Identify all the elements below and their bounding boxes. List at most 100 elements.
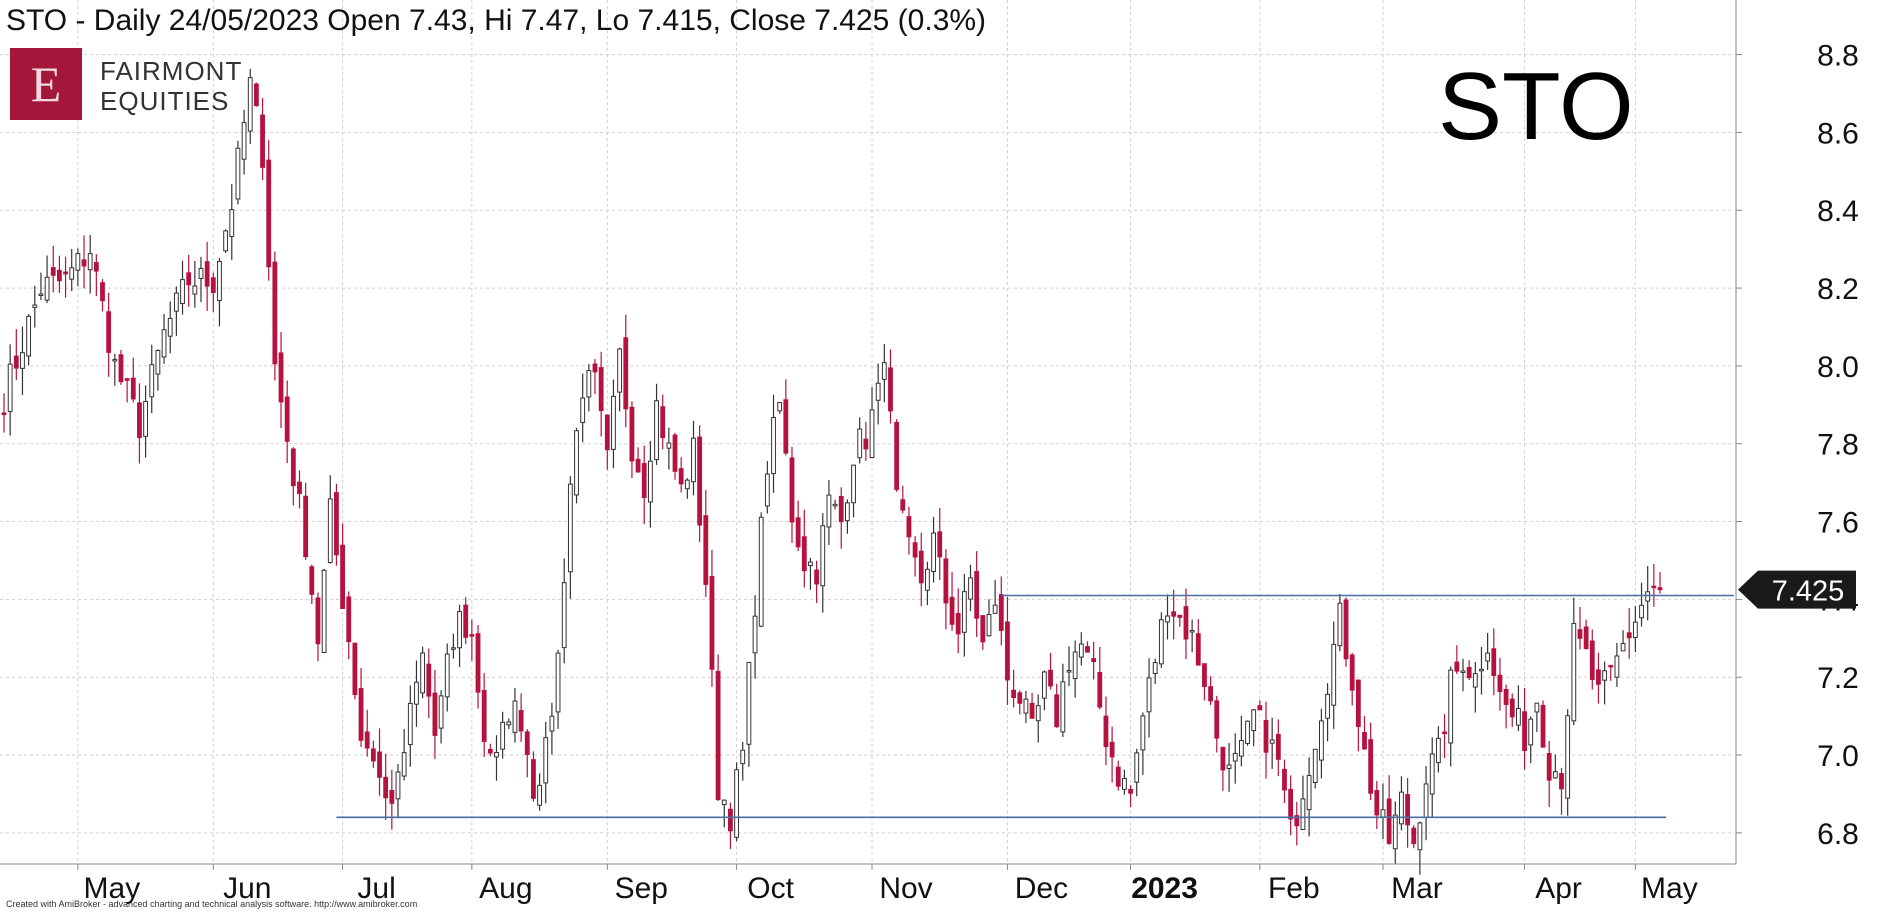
candle-body (1639, 604, 1644, 619)
candle-body (1374, 790, 1380, 816)
candle-body (204, 261, 210, 287)
candle-body (925, 568, 930, 591)
candle-body (1608, 664, 1614, 668)
candle-body (543, 737, 549, 784)
candle-body (450, 647, 456, 650)
candle-body (1380, 809, 1386, 818)
candle-body (93, 262, 99, 272)
x-tick-label: Mar (1391, 872, 1443, 905)
candle-body (561, 582, 567, 649)
candle-body (844, 502, 850, 522)
candle-body (143, 400, 148, 437)
candle-body (875, 382, 881, 401)
candle-body (1171, 611, 1177, 617)
candle-body (309, 566, 315, 595)
candle-body (1602, 670, 1608, 681)
candle-body (1023, 698, 1029, 714)
y-tick-label: 8.2 (1817, 273, 1859, 306)
candle-body (44, 276, 50, 301)
y-tick-label: 8.6 (1817, 117, 1859, 150)
candle-body (420, 652, 426, 694)
candle-body (1466, 667, 1472, 679)
candle-body (130, 377, 136, 400)
candle-body (746, 661, 752, 745)
candle-body (586, 370, 592, 398)
candle-body (771, 417, 776, 475)
candle-body (752, 615, 758, 654)
candle-body (463, 604, 469, 638)
candle-body (334, 492, 339, 556)
candle-body (377, 751, 382, 778)
candle-body (1158, 619, 1164, 665)
candle-body (1343, 599, 1349, 660)
candle-body (1620, 643, 1626, 652)
candle-body (888, 367, 893, 412)
candle-body (1306, 775, 1312, 811)
candle-body (229, 209, 235, 237)
candle-body (611, 395, 616, 450)
candle-body (900, 499, 906, 511)
candle-body (647, 460, 653, 503)
candle-body (1565, 715, 1571, 799)
candle-body (1319, 720, 1324, 761)
candle-body (1417, 822, 1423, 851)
candle-body (223, 230, 229, 252)
candle-body (1522, 711, 1527, 751)
candle-body (75, 253, 81, 271)
candle-body (1066, 670, 1072, 673)
candle-body (918, 550, 924, 584)
candle-body (672, 434, 678, 472)
candle-body (1115, 766, 1121, 787)
candle-body (506, 721, 512, 726)
candle-body (512, 700, 518, 733)
candle-body (857, 428, 863, 459)
candle-body (629, 406, 635, 462)
candle-body (1337, 602, 1343, 647)
candle-body (155, 350, 161, 375)
candle-body (783, 399, 789, 454)
candle-body (1122, 778, 1127, 790)
candle-body (1195, 633, 1201, 666)
candle-body (1011, 689, 1017, 698)
x-tick-label: Aug (479, 872, 532, 905)
candle-body (1454, 661, 1460, 672)
candle-body (278, 352, 284, 403)
candle-body (1405, 794, 1411, 826)
candle-body (63, 271, 68, 275)
candle-body (777, 402, 783, 412)
candle-body (1251, 709, 1257, 732)
candle-body (1497, 674, 1503, 693)
candle-body (389, 789, 395, 804)
candle-body (481, 689, 487, 743)
candle-body (1331, 643, 1337, 706)
candle-body (1583, 626, 1589, 650)
candle-body (623, 337, 629, 410)
candle-body (869, 409, 875, 459)
candle-body (555, 652, 561, 713)
y-tick-label: 6.8 (1817, 818, 1859, 851)
candle-body (13, 355, 19, 369)
candle-body (1368, 739, 1374, 794)
candle-body (1263, 719, 1269, 753)
candle-body (1411, 827, 1417, 845)
candle-body (740, 749, 746, 765)
candle-body (395, 771, 401, 800)
candle-body (1048, 669, 1053, 687)
candle-body (383, 776, 389, 799)
candle-body (1257, 705, 1263, 711)
candle-body (1386, 798, 1392, 844)
candle-body (1349, 654, 1355, 691)
candle-body (500, 721, 506, 750)
candle-body (32, 304, 38, 308)
x-tick-label: Feb (1268, 872, 1320, 905)
candle-body (728, 808, 733, 832)
candle-body (475, 633, 481, 693)
candle-body (1534, 702, 1540, 713)
candle-body (198, 267, 204, 280)
candle-body (949, 596, 955, 625)
candle-body (161, 329, 167, 358)
candle-body (118, 354, 124, 383)
candle-body (340, 544, 345, 610)
candle-body (1202, 663, 1207, 687)
candle-body (1651, 585, 1657, 589)
